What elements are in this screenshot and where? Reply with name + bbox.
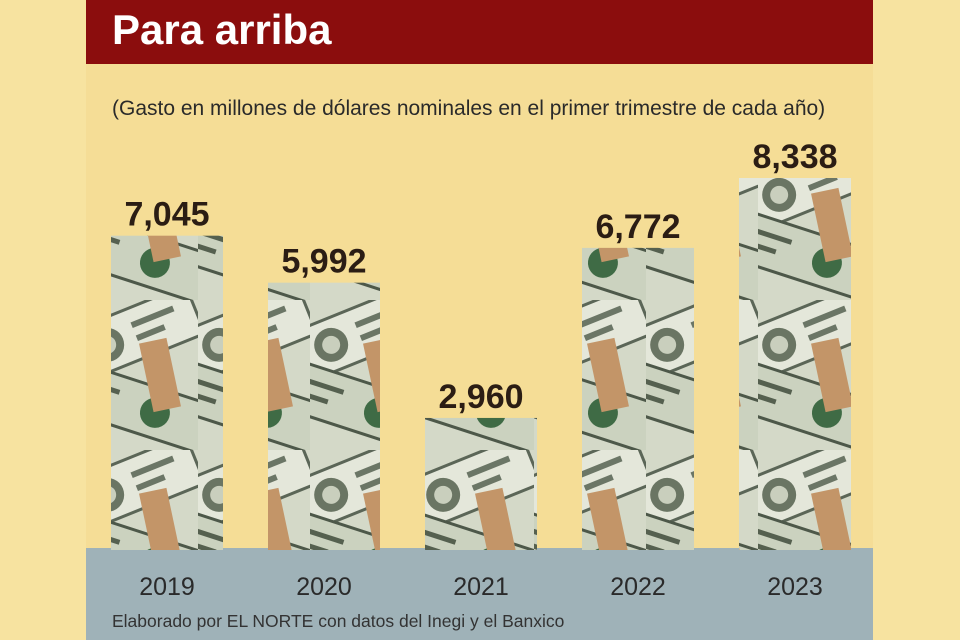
bar-chart: 7,045 5,992 2,960 6,772 8,338 2019 2020 2021 20… — [111, 138, 851, 601]
year-label-2022: 2022 — [610, 573, 666, 601]
value-label-2019: 7,045 — [124, 196, 209, 234]
bar-2023 — [739, 178, 851, 550]
value-label-2023: 8,338 — [752, 138, 837, 176]
baseline-band — [86, 548, 873, 640]
year-label-2021: 2021 — [453, 573, 509, 601]
bar-2022 — [582, 247, 694, 550]
chart-title: Para arriba — [112, 6, 332, 53]
title-banner: Para arriba — [86, 0, 873, 64]
bar-2019 — [111, 235, 223, 551]
value-label-2021: 2,960 — [438, 378, 523, 416]
bar-2020 — [268, 282, 380, 550]
year-label-2019: 2019 — [139, 573, 195, 601]
year-label-2023: 2023 — [767, 573, 823, 601]
value-label-2020: 5,992 — [281, 243, 366, 281]
bar-2021 — [425, 417, 537, 550]
value-label-2022: 6,772 — [595, 208, 680, 246]
chart-panel: Para arriba (Gasto en millones de dólare… — [86, 0, 873, 640]
year-label-2020: 2020 — [296, 573, 352, 601]
chart-subtitle: (Gasto en millones de dólares nominales … — [112, 97, 826, 120]
source-note: Elaborado por EL NORTE con datos del Ine… — [112, 611, 565, 631]
